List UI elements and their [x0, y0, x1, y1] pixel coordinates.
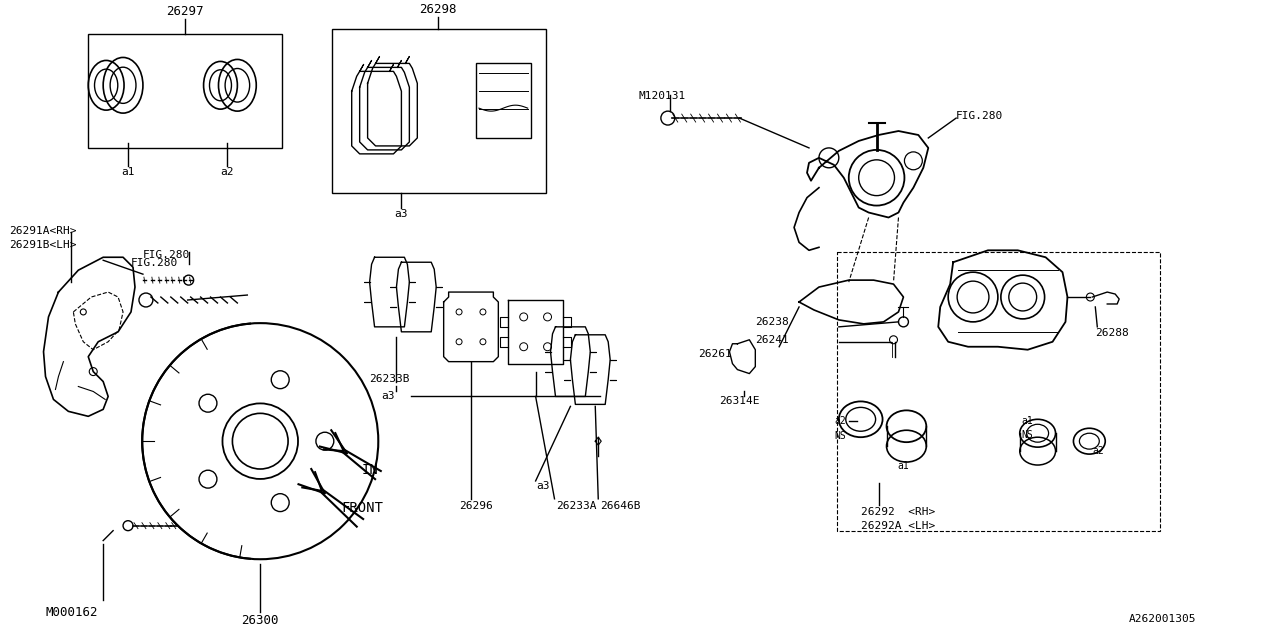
Text: a2: a2 [835, 416, 846, 426]
Text: a3: a3 [394, 209, 408, 218]
Text: M000162: M000162 [45, 606, 97, 619]
Text: a1: a1 [897, 461, 909, 471]
Bar [837, 252, 1160, 531]
Text: 26238: 26238 [755, 317, 788, 327]
Text: 26297: 26297 [166, 4, 204, 18]
Text: 26261: 26261 [698, 349, 731, 359]
Text: a2: a2 [220, 167, 234, 177]
Text: 26298: 26298 [420, 3, 457, 16]
Text: 26296: 26296 [460, 501, 493, 511]
Text: 26241: 26241 [755, 335, 788, 345]
Text: FRONT: FRONT [342, 501, 384, 515]
Bar [332, 29, 545, 193]
Text: 26646B: 26646B [600, 501, 641, 511]
Text: A262001305: A262001305 [1129, 614, 1197, 624]
Text: a3: a3 [381, 392, 396, 401]
Text: 26291A<RH>: 26291A<RH> [9, 227, 77, 236]
Text: NS: NS [1021, 430, 1033, 440]
Text: a3: a3 [536, 481, 550, 491]
Text: NS: NS [835, 431, 846, 441]
Text: 26292A <LH>: 26292A <LH> [860, 521, 934, 531]
Text: M120131: M120131 [637, 92, 685, 101]
Text: 26288: 26288 [1096, 328, 1129, 338]
Text: 26291B<LH>: 26291B<LH> [9, 241, 77, 250]
Text: a1: a1 [122, 167, 134, 177]
Text: FIG.280: FIG.280 [132, 259, 178, 268]
Text: 26233B: 26233B [370, 374, 410, 383]
Text: 26314E: 26314E [719, 396, 760, 406]
Text: IN: IN [362, 463, 379, 477]
Text: FIG.280: FIG.280 [956, 111, 1004, 121]
Bar [88, 33, 282, 148]
Text: a2: a2 [1092, 446, 1105, 456]
Text: a1: a1 [1021, 416, 1033, 426]
Text: 26233A: 26233A [557, 501, 596, 511]
Text: 26300: 26300 [242, 614, 279, 627]
Text: 26292  <RH>: 26292 <RH> [860, 507, 934, 516]
Text: FIG.280: FIG.280 [143, 250, 191, 260]
Bar [476, 63, 531, 138]
